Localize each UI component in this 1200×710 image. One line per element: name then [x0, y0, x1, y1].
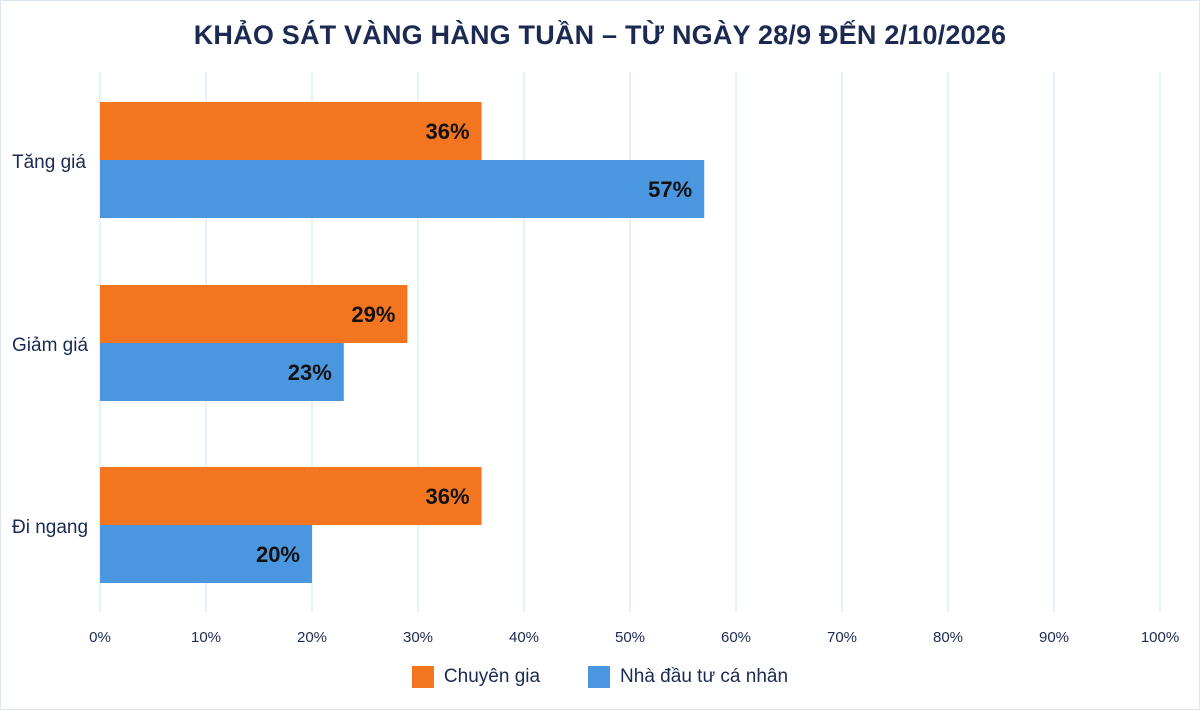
x-tick-label: 20% — [297, 629, 327, 646]
bar — [100, 467, 482, 525]
x-tick-label: 40% — [509, 629, 539, 646]
x-tick-label: 10% — [191, 629, 221, 646]
legend-label-retail-investors: Nhà đầu tư cá nhân — [620, 666, 789, 687]
x-tick-label: 30% — [403, 629, 433, 646]
x-tick-label: 0% — [89, 629, 111, 646]
data-label: 20% — [256, 542, 300, 567]
bar — [100, 285, 408, 343]
x-tick-label: 80% — [933, 629, 963, 646]
category-label: Giảm giá — [12, 335, 88, 356]
x-tick-label: 90% — [1039, 629, 1069, 646]
bar — [100, 343, 344, 401]
bar — [100, 102, 482, 160]
x-tick-label: 60% — [721, 629, 751, 646]
x-tick-label: 70% — [827, 629, 857, 646]
data-label: 36% — [426, 484, 470, 509]
legend-item-experts: Chuyên gia — [411, 666, 541, 688]
chart-legend: Chuyên gia Nhà đầu tư cá nhân — [0, 666, 1200, 688]
data-label: 23% — [288, 360, 332, 385]
legend-item-retail-investors: Nhà đầu tư cá nhân — [588, 666, 788, 688]
x-tick-label: 50% — [615, 629, 645, 646]
x-tick-label: 100% — [1141, 629, 1179, 646]
legend-swatch-retail-investors — [588, 666, 611, 688]
category-label: Tăng giá — [12, 152, 86, 173]
category-label: Đi ngang — [12, 517, 88, 538]
bar — [100, 525, 312, 583]
bar — [100, 160, 705, 218]
legend-swatch-experts — [411, 666, 434, 688]
legend-label-experts: Chuyên gia — [443, 666, 541, 687]
data-label: 29% — [351, 302, 395, 327]
data-label: 57% — [648, 177, 692, 202]
chart-title: KHẢO SÁT VÀNG HÀNG TUẦN – TỪ NGÀY 28/9 Đ… — [193, 20, 1007, 50]
data-label: 36% — [426, 119, 470, 144]
